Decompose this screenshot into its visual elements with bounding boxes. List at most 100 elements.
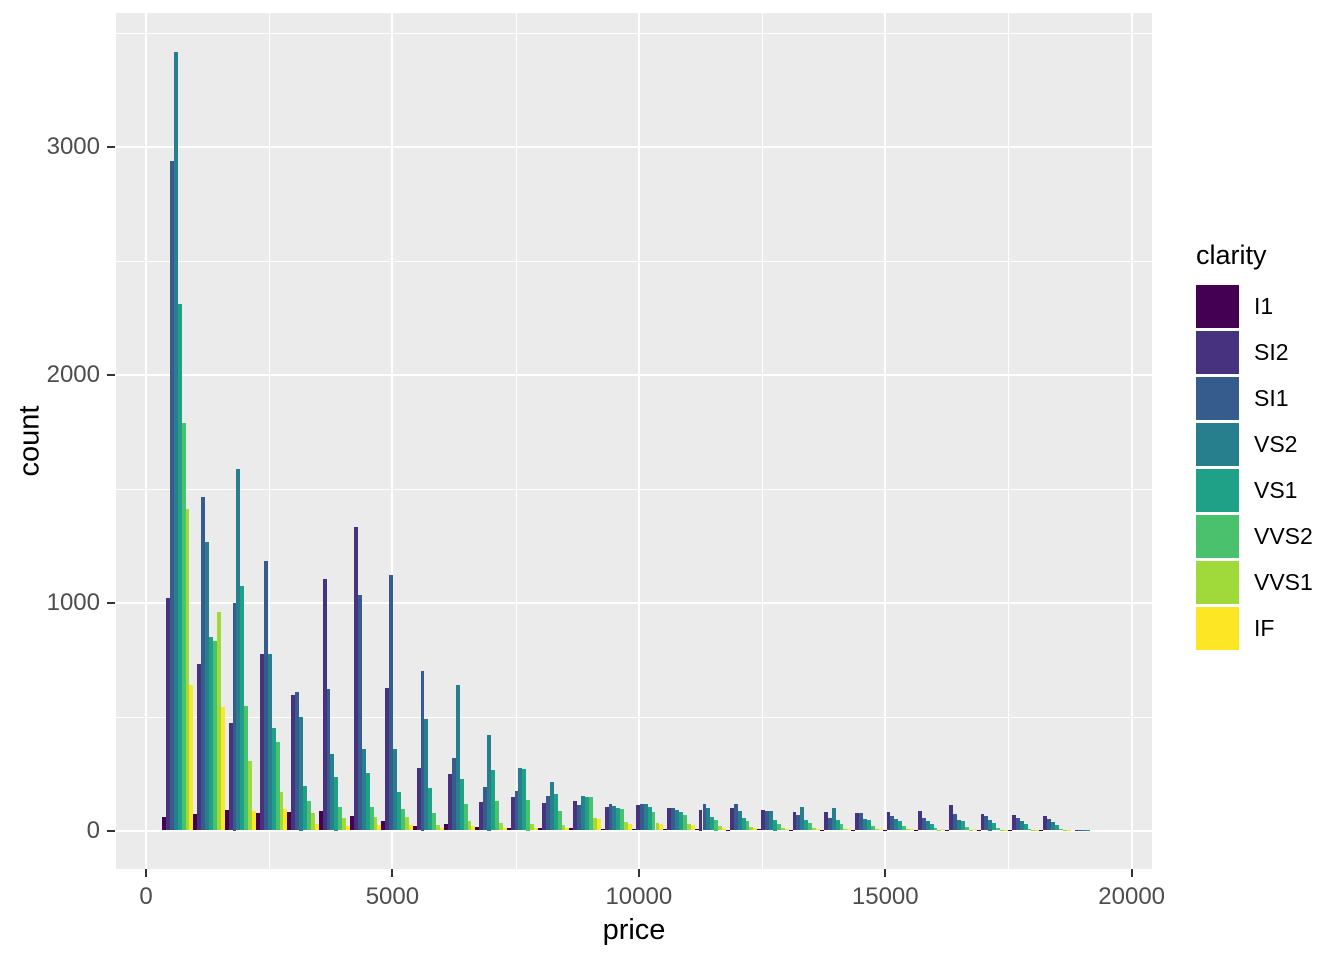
- bar-VS1-bin15: [616, 807, 621, 831]
- bar-SI2-bin17: [667, 808, 672, 831]
- bar-VVS2-bin24: [902, 826, 907, 831]
- x-tick-mark: [1130, 869, 1133, 877]
- y-tick-mark: [107, 374, 115, 376]
- bar-SI2-bin29: [1043, 816, 1048, 831]
- bar-SI1-bin10: [451, 757, 456, 831]
- bar-SI2-bin8: [385, 688, 390, 831]
- bar-VS1-bin7: [365, 773, 370, 831]
- bar-I1-bin2: [193, 813, 198, 831]
- bar-I1-bin13: [538, 828, 542, 831]
- bar-VVS1-bin16: [655, 822, 660, 831]
- bar-I1-bin5: [287, 812, 292, 831]
- legend-label-VS2: VS2: [1254, 430, 1298, 457]
- bar-IF-bin2: [220, 707, 225, 831]
- bar-VS1-bin8: [397, 791, 401, 831]
- bar-VVS2-bin23: [870, 825, 875, 831]
- bar-SI2-bin19: [729, 808, 734, 831]
- bar-I1-bin18: [694, 829, 699, 831]
- bar-SI1-bin9: [420, 671, 425, 831]
- bar-I1-bin12: [506, 827, 511, 831]
- bar-VVS1-bin9: [436, 824, 441, 831]
- bar-VVS1-bin7: [373, 817, 378, 831]
- bar-VVS1-bin18: [718, 826, 723, 831]
- y-minor-gridline: [116, 716, 1152, 718]
- y-minor-gridline: [116, 33, 1152, 35]
- bar-VVS2-bin15: [620, 808, 625, 831]
- legend-item-IF: IF: [1196, 605, 1313, 651]
- x-tick-mark: [391, 869, 394, 877]
- bar-VVS2-bin7: [369, 807, 374, 831]
- bar-IF-bin28: [1035, 829, 1040, 831]
- bar-VVS2-bin22: [839, 824, 844, 831]
- bar-SI2-bin20: [761, 810, 766, 831]
- bar-SI1-bin14: [577, 804, 582, 831]
- bar-VVS1-bin13: [561, 824, 566, 831]
- bar-VVS1-bin5: [310, 812, 315, 831]
- bar-VVS1-bin21: [812, 828, 817, 831]
- bar-SI2-bin21: [792, 812, 797, 831]
- legend: clarity I1 SI2 SI1 VS2 VS1 VVS2 VVS1 IF: [1196, 242, 1313, 651]
- bar-VS1-bin17: [679, 811, 683, 831]
- bar-SI2-bin3: [228, 723, 233, 831]
- bar-I1-bin17: [663, 829, 668, 831]
- bar-IF-bin3: [252, 811, 257, 831]
- bar-IF-bin8: [408, 824, 413, 831]
- bar-SI2-bin14: [573, 800, 578, 831]
- bar-VVS1-bin20: [780, 827, 785, 831]
- bar-VS1-bin11: [491, 770, 495, 831]
- y-tick-label: 0: [86, 816, 100, 844]
- legend-item-VS1: VS1: [1196, 467, 1313, 513]
- bar-I1-bin11: [475, 827, 480, 831]
- bar-VS2-bin21: [800, 806, 805, 831]
- legend-label-VVS1: VVS1: [1254, 568, 1313, 595]
- bar-VS2-bin27: [988, 820, 993, 831]
- bar-VVS2-bin11: [494, 800, 499, 831]
- bar-SI2-bin18: [698, 810, 703, 831]
- bar-VVS2-bin25: [933, 827, 938, 831]
- bar-IF-bin9: [440, 827, 445, 831]
- bar-VS1-bin3: [240, 586, 245, 831]
- x-tick-label: 5000: [365, 883, 420, 910]
- bar-IF-bin6: [346, 825, 351, 831]
- bar-VVS2-bin4: [275, 742, 280, 831]
- bar-I1-bin20: [757, 829, 762, 831]
- bar-SI2-bin9: [416, 767, 421, 831]
- x-major-gridline: [1130, 13, 1133, 869]
- y-tick-label: 3000: [46, 133, 100, 161]
- bar-VVS1-bin8: [404, 816, 409, 831]
- y-minor-gridline: [116, 488, 1152, 490]
- x-tick-mark: [145, 869, 147, 877]
- legend-item-I1: I1: [1196, 283, 1313, 329]
- bar-SI2-bin22: [823, 811, 828, 831]
- bar-SI2-bin26: [949, 805, 954, 831]
- y-minor-gridline: [116, 261, 1152, 263]
- legend-label-IF: IF: [1254, 614, 1275, 641]
- legend-label-I1: I1: [1254, 292, 1274, 319]
- bar-VS1-bin16: [647, 806, 652, 831]
- y-tick-mark: [107, 829, 115, 832]
- bar-VVS1-bin22: [843, 828, 848, 831]
- bar-VS1-bin6: [334, 776, 339, 831]
- bar-VVS1-bin19: [749, 827, 754, 831]
- bar-VS1-bin21: [804, 820, 809, 831]
- bar-VVS2-bin27: [996, 828, 1001, 831]
- bar-VS2-bin13: [549, 781, 554, 831]
- plot-panel: [116, 13, 1152, 869]
- bar-VS1-bin9: [428, 787, 433, 831]
- y-major-gridline: [116, 374, 1152, 376]
- bar-VS2-bin2: [205, 542, 210, 831]
- bar-VVS1-bin1: [185, 509, 190, 831]
- bar-SI1-bin19: [733, 804, 738, 831]
- bar-VVS1-bin23: [874, 829, 879, 831]
- bar-VS2-bin25: [925, 821, 930, 831]
- bar-SI2-bin23: [855, 813, 860, 831]
- x-major-gridline: [884, 13, 887, 869]
- bar-VS2-bin7: [361, 749, 366, 831]
- bar-VVS2-bin3: [244, 706, 249, 831]
- bar-VS1-bin18: [710, 816, 715, 831]
- bar-IF-bin12: [534, 828, 538, 831]
- bar-SI2-bin25: [917, 811, 922, 831]
- bar-IF-bin19: [753, 828, 758, 831]
- legend-title: clarity: [1196, 240, 1267, 270]
- bar-SI2-bin2: [197, 663, 202, 831]
